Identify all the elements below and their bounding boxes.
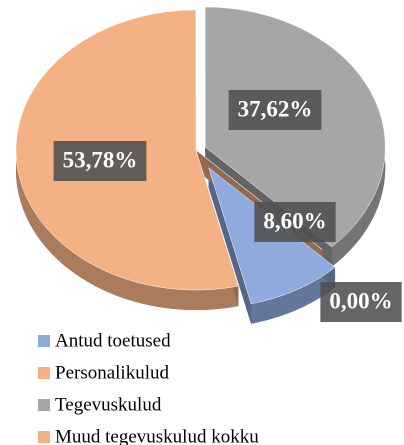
legend-swatch: [38, 367, 50, 379]
data-label-box: [53, 141, 147, 181]
data-label-box: [320, 282, 402, 322]
data-label: 53,78%: [63, 147, 138, 172]
legend-swatch: [38, 431, 50, 443]
data-label-box: [254, 202, 336, 242]
legend-label: Personalikulud: [55, 362, 169, 383]
legend-label: Antud toetused: [55, 330, 171, 351]
data-label: 0,00%: [329, 288, 392, 313]
slice-cut: [208, 167, 252, 324]
data-label: 8,60%: [263, 208, 326, 233]
data-label-box: [228, 90, 322, 130]
legend-swatch: [38, 335, 50, 347]
legend-label: Muud tegevuskulud kokku: [55, 426, 259, 445]
legend-swatch: [38, 399, 50, 411]
legend-label: Tegevuskulud: [55, 394, 162, 415]
data-label: 37,62%: [238, 96, 313, 121]
slice-side: [251, 267, 336, 324]
